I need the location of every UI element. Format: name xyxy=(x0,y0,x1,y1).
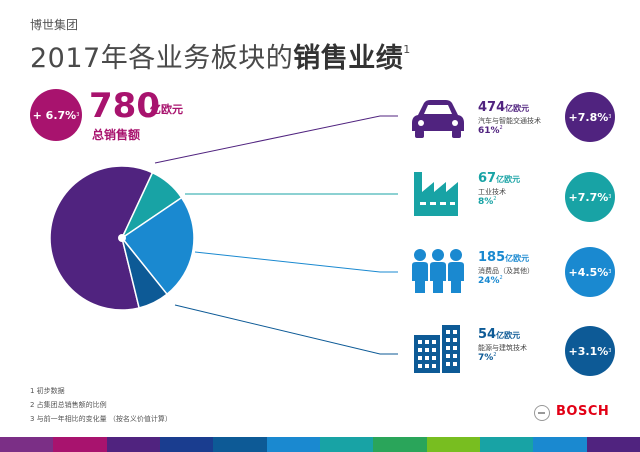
page-title: 2017年各业务板块的销售业绩1 xyxy=(30,36,411,75)
stripe-segment xyxy=(0,437,54,452)
segment-share: 8%2 xyxy=(478,196,496,207)
footnote-3: 3 与前一年相比的变化量 （按名义价值计算） xyxy=(30,415,172,423)
connector-line xyxy=(174,304,398,355)
color-stripe xyxy=(0,437,640,452)
segment-change: +3.1% xyxy=(568,344,609,358)
segment-share-value: 8% xyxy=(478,197,494,207)
segment-share-value: 24% xyxy=(478,276,500,286)
segment-change-badge: +4.5% 3 xyxy=(565,247,615,297)
segment-share-sup: 2 xyxy=(499,125,503,131)
segment-share: 61%2 xyxy=(478,125,503,136)
pie-slice xyxy=(49,165,154,311)
segment-value: 54亿欧元 xyxy=(478,327,520,342)
title-footnote-mark: 1 xyxy=(403,43,411,56)
segment-change-sup: 3 xyxy=(608,269,612,275)
stripe-segment xyxy=(426,437,480,452)
bosch-armature-icon xyxy=(534,405,550,421)
brand-name: BOSCH xyxy=(556,404,610,419)
footnote-2: 2 占集团总销售额的比例 xyxy=(30,401,107,409)
connector-line xyxy=(154,115,398,164)
stripe-segment xyxy=(213,437,267,452)
car-icon xyxy=(412,100,464,138)
total-change: + 6.7% xyxy=(32,108,77,122)
stripe-segment xyxy=(266,437,320,452)
segment-share: 7%2 xyxy=(478,352,496,363)
stripe-segment xyxy=(106,437,160,452)
total-change-badge: + 6.7% 3 xyxy=(30,89,82,141)
stripe-segment xyxy=(373,437,427,452)
total-sales-label: 总销售额 xyxy=(92,128,141,142)
segment-change: +4.5% xyxy=(568,265,609,279)
segment-name: 消费品（及其他） xyxy=(478,267,534,275)
total-change-sup: 3 xyxy=(76,112,80,118)
pie-slices xyxy=(49,165,195,311)
stripe-segment xyxy=(159,437,214,452)
pie-slice xyxy=(120,196,195,296)
company-name: 博世集团 xyxy=(30,18,79,32)
segment-share-sup: 2 xyxy=(493,352,497,358)
segment-change-badge: +3.1% 3 xyxy=(565,326,615,376)
connector-line xyxy=(194,251,398,273)
stripe-segment xyxy=(533,437,587,452)
segment-value-unit: 亿欧元 xyxy=(505,254,530,263)
segment-value: 67亿欧元 xyxy=(478,171,520,186)
segment-value-unit: 亿欧元 xyxy=(505,104,530,113)
segment-value-unit: 亿欧元 xyxy=(496,331,521,340)
stripe-segment xyxy=(319,437,374,452)
people-icon xyxy=(412,249,464,293)
segment-share: 24%2 xyxy=(478,275,503,286)
segment-share-sup: 2 xyxy=(493,196,497,202)
segment-value-number: 474 xyxy=(478,100,506,115)
footnote-1: 1 初步数据 xyxy=(30,387,65,395)
factory-icon xyxy=(414,172,458,216)
segment-change-sup: 3 xyxy=(608,114,612,120)
total-sales-value: 780 xyxy=(89,86,160,126)
title-bold: 销售业绩 xyxy=(293,43,404,74)
segment-name: 工业技术 xyxy=(478,188,506,196)
segment-share-sup: 2 xyxy=(499,275,503,281)
segment-value-number: 54 xyxy=(478,327,497,342)
segment-change-sup: 3 xyxy=(608,194,612,200)
segment-name: 汽车与智能交通技术 xyxy=(478,117,541,125)
title-prefix: 2017年各业务板块的 xyxy=(30,43,294,74)
segment-share-value: 7% xyxy=(478,353,494,363)
stripe-segment xyxy=(479,437,534,452)
segment-value-number: 67 xyxy=(478,171,497,186)
segment-change: +7.8% xyxy=(568,110,609,124)
segment-change-sup: 3 xyxy=(608,348,612,354)
pie-center-dot xyxy=(118,234,126,242)
pie-slice xyxy=(121,237,169,309)
segment-change-badge: +7.7% 3 xyxy=(565,172,615,222)
segment-value-number: 185 xyxy=(478,250,506,265)
building-icon xyxy=(414,325,460,373)
segment-name: 能源与建筑技术 xyxy=(478,344,527,352)
segment-value: 185亿欧元 xyxy=(478,250,529,265)
segment-change: +7.7% xyxy=(568,190,609,204)
segment-value: 474亿欧元 xyxy=(478,100,529,115)
total-sales-unit: 亿欧元 xyxy=(150,103,183,116)
connector-lines xyxy=(154,115,398,355)
segment-change-badge: +7.8% 3 xyxy=(565,92,615,142)
segment-value-unit: 亿欧元 xyxy=(496,175,521,184)
stripe-segment xyxy=(586,437,640,452)
stripe-segment xyxy=(53,437,107,452)
segment-share-value: 61% xyxy=(478,126,500,136)
